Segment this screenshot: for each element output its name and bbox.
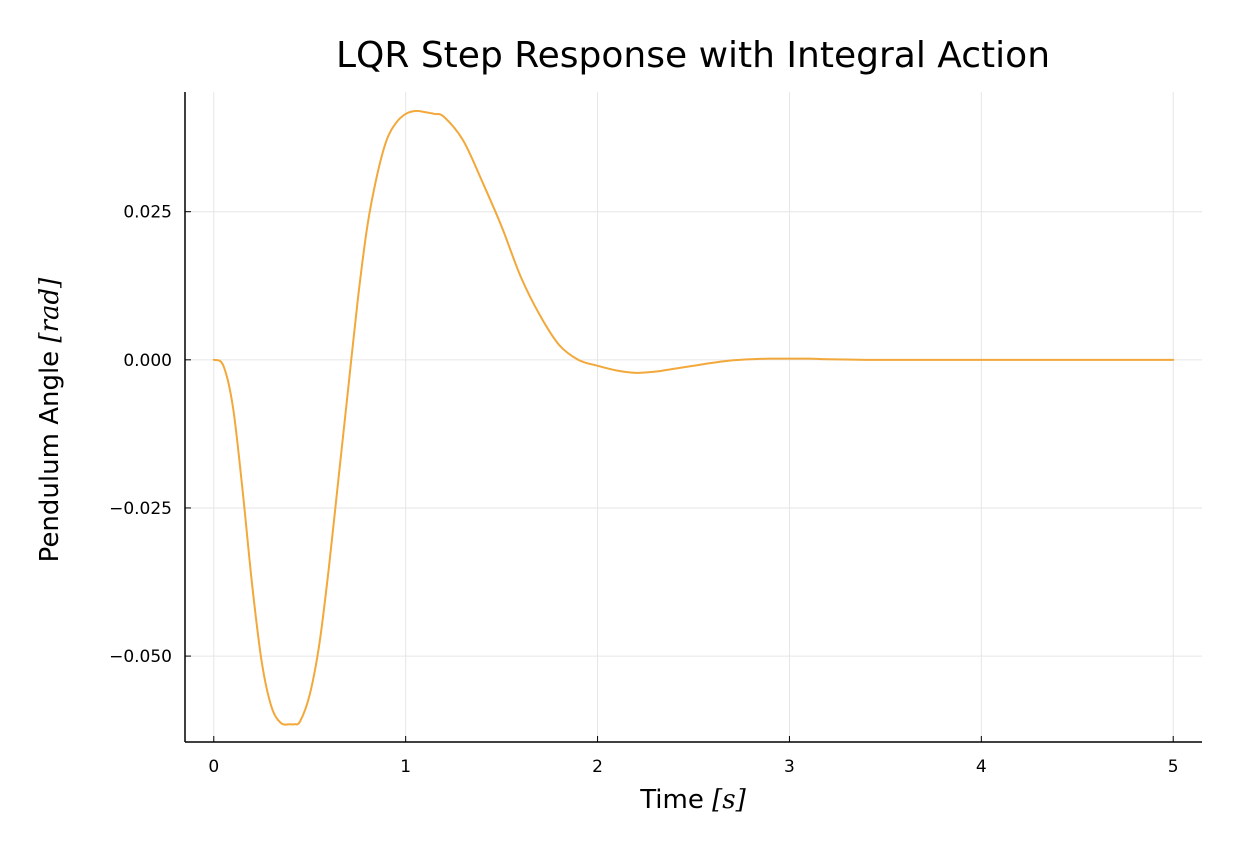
axes: 0 1 2 3 4 5 −0.050 −0.025 0.000 0.025: [109, 92, 1202, 777]
x-axis-label-unit: [s]: [712, 785, 746, 815]
x-tick-label: 2: [592, 757, 603, 777]
x-tick-label: 0: [208, 757, 219, 777]
y-tick-label: −0.025: [109, 499, 172, 519]
y-tick-label: 0.025: [123, 203, 172, 223]
chart-title: LQR Step Response with Integral Action: [336, 35, 1050, 76]
x-tick-label: 5: [1168, 757, 1179, 777]
y-axis-label-unit: [rad]: [35, 277, 65, 343]
y-tick-label: −0.050: [109, 647, 172, 667]
y-axis-label: Pendulum Angle [rad]: [35, 277, 65, 562]
x-tick-label: 1: [400, 757, 411, 777]
series-layer: [212, 109, 1175, 726]
y-axis-label-text: Pendulum Angle: [35, 343, 65, 563]
grid: [185, 92, 1202, 742]
y-tick-label: 0.000: [123, 351, 172, 371]
x-tick-label: 3: [784, 757, 795, 777]
x-axis-label: Time [s]: [639, 785, 746, 815]
x-axis-label-text: Time: [639, 785, 712, 815]
series-line: [212, 109, 1175, 726]
x-tick-label: 4: [976, 757, 987, 777]
